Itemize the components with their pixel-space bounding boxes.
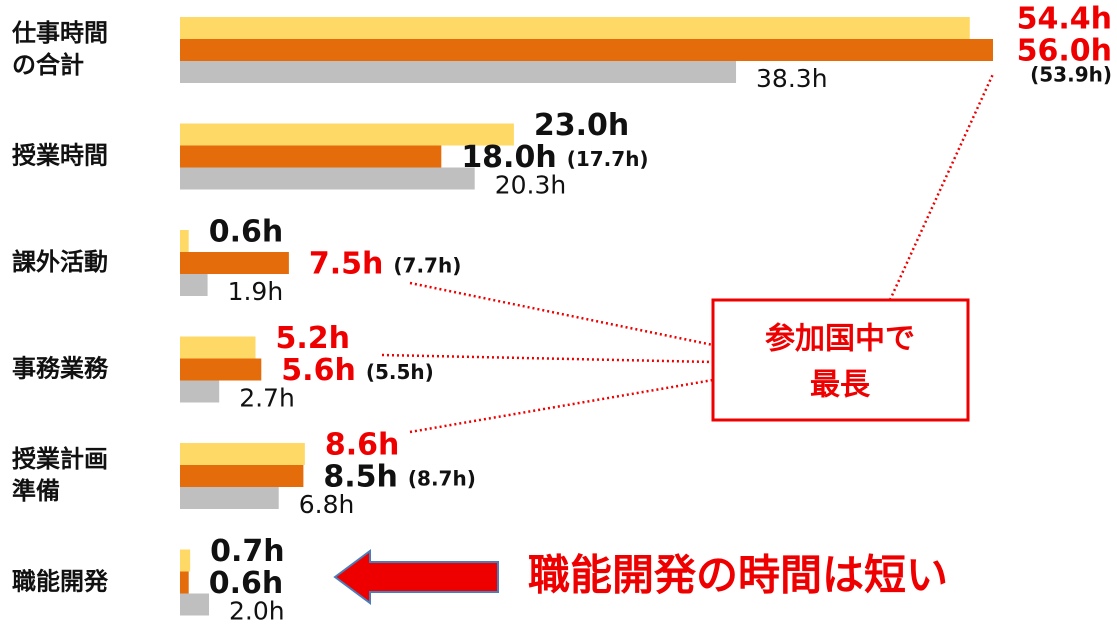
value-label: 38.3h <box>756 64 828 93</box>
value-label: 56.0h <box>1017 34 1112 69</box>
leader-line <box>381 353 714 364</box>
bar <box>180 549 191 572</box>
category-label: 授業計画準備 <box>12 445 108 505</box>
bar <box>180 167 475 190</box>
category-line: 事務業務 <box>12 355 109 383</box>
bar <box>180 380 220 403</box>
bar <box>180 252 289 274</box>
category-label: 授業時間 <box>12 142 108 170</box>
category-line: 授業計画 <box>12 445 108 473</box>
value-label: 0.7h <box>210 534 285 569</box>
category-line: の合計 <box>12 51 84 79</box>
value-label: 54.4h <box>1017 2 1112 37</box>
bar <box>180 358 262 381</box>
secondary-label: (7.7h) <box>393 254 461 278</box>
category-line: 授業時間 <box>12 142 108 170</box>
bar <box>180 593 210 616</box>
note-box <box>711 298 970 422</box>
value-label: 8.6h <box>325 428 400 463</box>
note-text: 参加国中で <box>765 322 915 357</box>
value-label: 5.6h <box>281 353 356 388</box>
secondary-label: (17.7h) <box>567 147 649 171</box>
bar <box>180 39 993 61</box>
value-label: 6.8h <box>299 490 355 519</box>
value-label: 23.0h <box>534 108 629 143</box>
value-label: 18.0h <box>461 140 556 175</box>
value-label: 0.6h <box>209 215 284 250</box>
bar <box>180 17 970 39</box>
leader-lines <box>381 73 995 434</box>
bar <box>180 145 442 168</box>
bar <box>180 336 256 359</box>
category-label: 仕事時間の合計 <box>11 19 108 79</box>
category-line: 準備 <box>12 477 60 505</box>
category-line: 職能開発 <box>12 568 109 596</box>
bar <box>180 465 304 487</box>
leader-line <box>409 378 714 434</box>
value-label: 0.6h <box>209 566 284 601</box>
bar <box>180 443 305 465</box>
value-label: 8.5h <box>323 460 398 495</box>
category-label: 職能開発 <box>12 568 109 596</box>
arrow <box>333 549 499 605</box>
value-label: 7.5h <box>309 247 384 282</box>
bar <box>180 123 514 146</box>
leader-line <box>409 281 714 347</box>
secondary-label: (53.9h) <box>1030 63 1112 87</box>
secondary-label: (8.7h) <box>408 467 476 491</box>
category-label: 課外活動 <box>12 248 108 276</box>
category-label: 事務業務 <box>12 355 109 383</box>
note-text: 最長 <box>810 368 871 403</box>
value-label: 5.2h <box>275 321 350 356</box>
category-line: 仕事時間 <box>11 19 108 47</box>
category-line: 課外活動 <box>12 248 108 276</box>
bar <box>180 230 189 252</box>
bar <box>180 274 208 296</box>
value-label: 2.7h <box>239 384 295 413</box>
bar <box>180 571 189 594</box>
secondary-label: (5.5h) <box>366 360 434 384</box>
value-label: 1.9h <box>228 277 284 306</box>
value-label: 20.3h <box>495 171 567 200</box>
value-label: 2.0h <box>229 597 285 626</box>
leader-line <box>888 73 995 301</box>
arrow-text: 職能開発の時間は短い <box>528 551 948 600</box>
bar <box>180 61 737 83</box>
bar <box>180 487 279 509</box>
